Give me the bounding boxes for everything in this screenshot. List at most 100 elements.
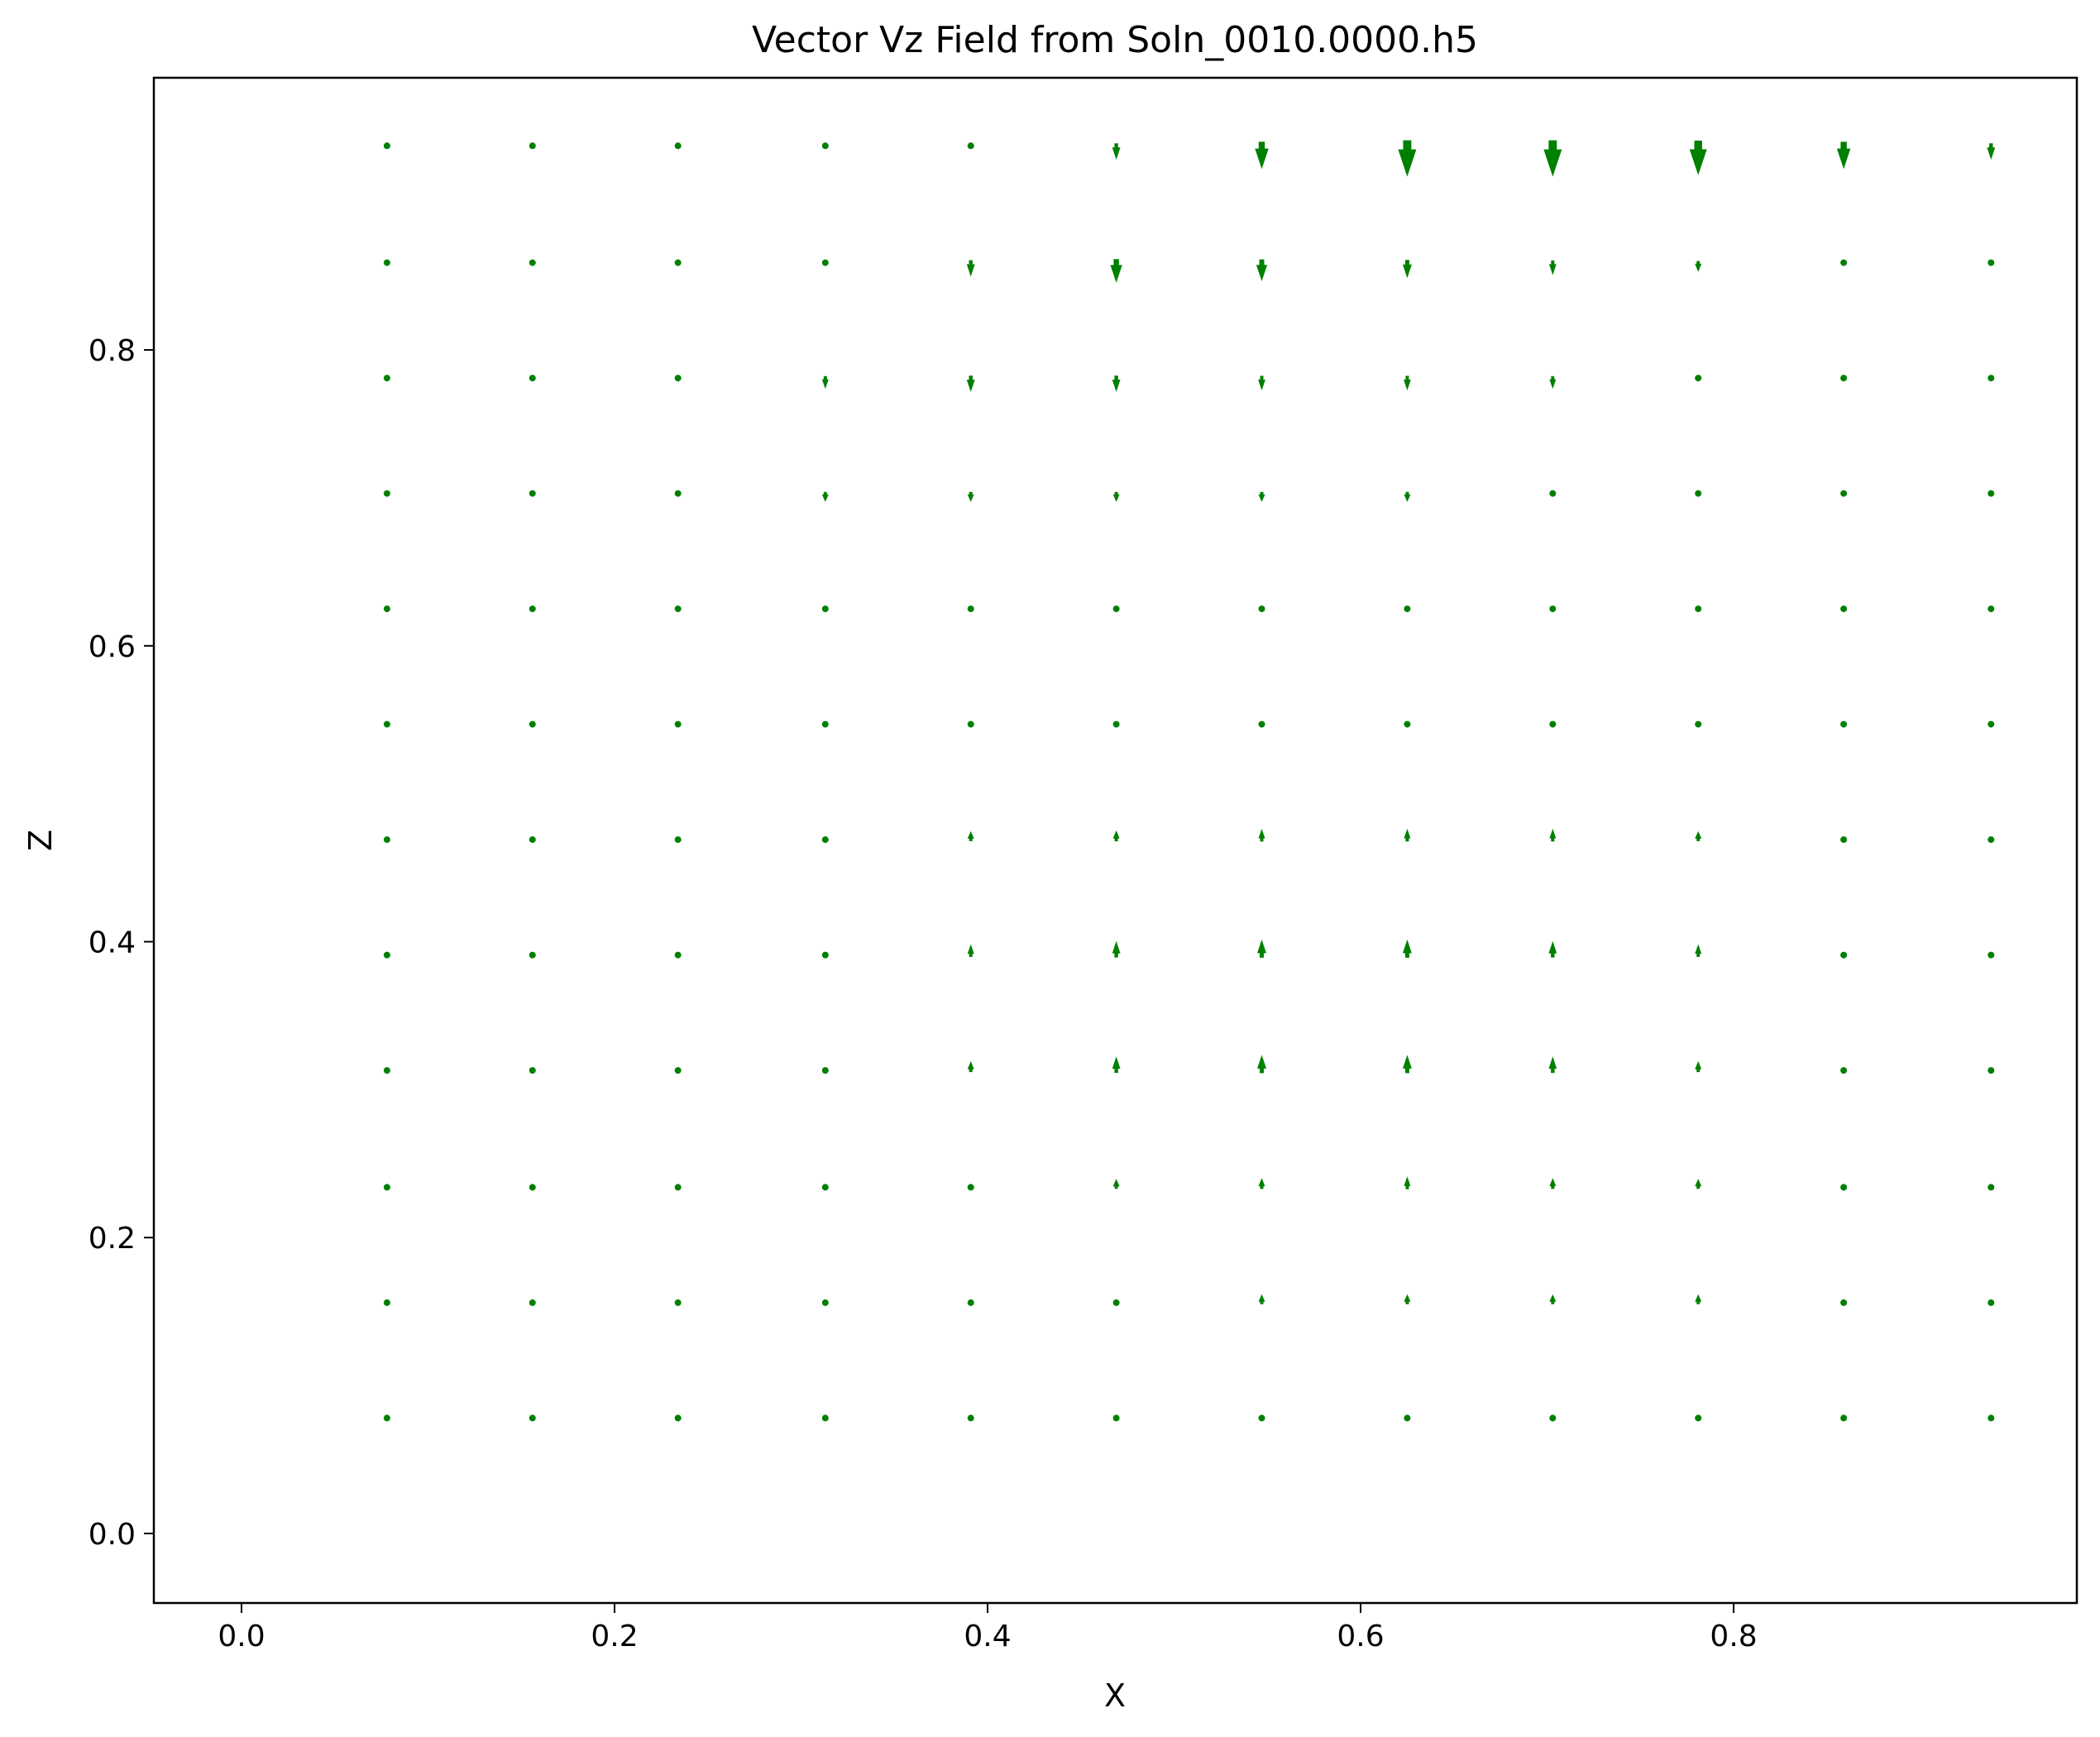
vector-arrow: [1255, 141, 1269, 170]
vector-arrow: [1112, 1299, 1120, 1306]
vector-arrow: [529, 605, 536, 613]
vector-arrow: [1695, 720, 1702, 728]
y-tick-label: 0.8: [88, 334, 136, 368]
vector-arrow: [1840, 1299, 1848, 1306]
vector-arrow: [1689, 141, 1707, 175]
vector-arrow: [821, 142, 829, 150]
vector-arrow: [1988, 951, 1995, 959]
vector-arrow: [1404, 605, 1411, 613]
vector-arrow: [1404, 1414, 1411, 1422]
vector-arrow: [1112, 376, 1121, 392]
vector-arrow: [1257, 939, 1267, 958]
vector-arrow: [821, 1414, 829, 1422]
vector-arrow: [1402, 260, 1412, 279]
vector-arrow: [1695, 830, 1702, 841]
vector-arrow: [1112, 491, 1120, 502]
vector-arrow: [1402, 939, 1412, 958]
vector-arrow: [1404, 376, 1411, 391]
vector-arrow: [1988, 605, 1995, 613]
vector-arrow: [1548, 1056, 1557, 1074]
vector-arrow: [1549, 829, 1557, 842]
vector-arrow: [674, 605, 682, 613]
vector-arrow: [1695, 1060, 1702, 1073]
vector-arrow: [1112, 1414, 1120, 1422]
vector-arrow: [383, 720, 390, 728]
vector-arrow: [674, 1184, 682, 1191]
vector-arrow: [1110, 259, 1122, 283]
y-tick-label: 0.0: [88, 1518, 136, 1552]
vector-arrow: [674, 836, 682, 844]
vector-arrow: [1404, 1176, 1411, 1189]
vector-arrow: [1549, 1294, 1557, 1304]
vector-arrow: [821, 605, 829, 613]
vector-arrow: [529, 142, 536, 150]
vector-arrow: [1543, 140, 1562, 177]
vector-arrow: [1112, 720, 1120, 728]
vector-arrow: [1258, 605, 1265, 613]
vector-arrow: [1695, 605, 1702, 613]
vector-arrow: [1258, 829, 1265, 842]
vector-arrow: [1987, 143, 1996, 160]
vector-arrow: [1549, 605, 1557, 613]
vector-arrow: [1548, 940, 1557, 958]
vector-arrow: [674, 951, 682, 959]
vector-arrow: [1112, 143, 1121, 160]
vector-arrow: [821, 1299, 829, 1306]
vector-arrow: [967, 1184, 974, 1191]
vector-arrow: [529, 1414, 536, 1422]
vector-arrow: [674, 1067, 682, 1074]
vector-arrow: [383, 1067, 390, 1074]
vector-arrow: [1398, 140, 1417, 177]
vector-arrow: [1840, 1067, 1848, 1074]
x-tick-label: 0.0: [218, 1620, 265, 1653]
vector-arrow: [1548, 260, 1557, 275]
vector-arrow: [529, 259, 536, 266]
vector-arrow: [967, 830, 974, 841]
vector-arrow: [1840, 720, 1848, 728]
x-axis-label: X: [1104, 1677, 1126, 1714]
vector-arrow: [967, 944, 974, 957]
vector-arrow: [821, 259, 829, 266]
vector-arrow: [966, 260, 975, 277]
vector-arrow: [529, 951, 536, 959]
vector-arrow: [1695, 1179, 1702, 1189]
vector-arrow: [1695, 261, 1702, 272]
vector-arrow: [1404, 491, 1411, 502]
vector-arrow: [674, 720, 682, 728]
vector-arrow: [821, 491, 829, 502]
y-tick-label: 0.2: [88, 1222, 136, 1256]
vector-arrow: [1404, 829, 1411, 842]
vector-arrow: [967, 605, 974, 613]
vector-arrow: [821, 376, 829, 390]
vector-arrow: [1695, 1414, 1702, 1422]
vector-arrow: [1258, 491, 1265, 502]
vector-arrow: [529, 1067, 536, 1074]
vector-arrow: [383, 490, 390, 497]
vector-arrow: [383, 1414, 390, 1422]
x-tick-label: 0.2: [591, 1620, 638, 1653]
vector-arrow: [1404, 720, 1411, 728]
vector-arrow: [674, 375, 682, 382]
vector-arrow: [821, 951, 829, 959]
vector-arrow: [966, 376, 975, 392]
vector-arrow: [1549, 376, 1557, 390]
vector-arrow: [1112, 605, 1120, 613]
y-axis-label: Z: [22, 830, 59, 851]
vector-arrow: [1112, 940, 1121, 958]
vector-arrow: [1836, 141, 1851, 170]
vector-arrow: [674, 259, 682, 266]
vector-arrow: [821, 1067, 829, 1074]
vector-arrow: [1257, 1055, 1267, 1074]
vector-arrow: [1695, 944, 1702, 957]
vector-arrow: [674, 490, 682, 497]
vector-arrow: [1988, 1414, 1995, 1422]
x-tick-label: 0.6: [1337, 1620, 1384, 1653]
vector-arrow: [1988, 375, 1995, 382]
vector-arrow: [1112, 1179, 1120, 1189]
vector-arrow: [529, 836, 536, 844]
vector-arrow: [1840, 951, 1848, 959]
vector-arrow: [1258, 1414, 1265, 1422]
vector-arrow: [1549, 720, 1557, 728]
vector-arrow: [1988, 836, 1995, 844]
vector-arrow: [1258, 1294, 1265, 1304]
